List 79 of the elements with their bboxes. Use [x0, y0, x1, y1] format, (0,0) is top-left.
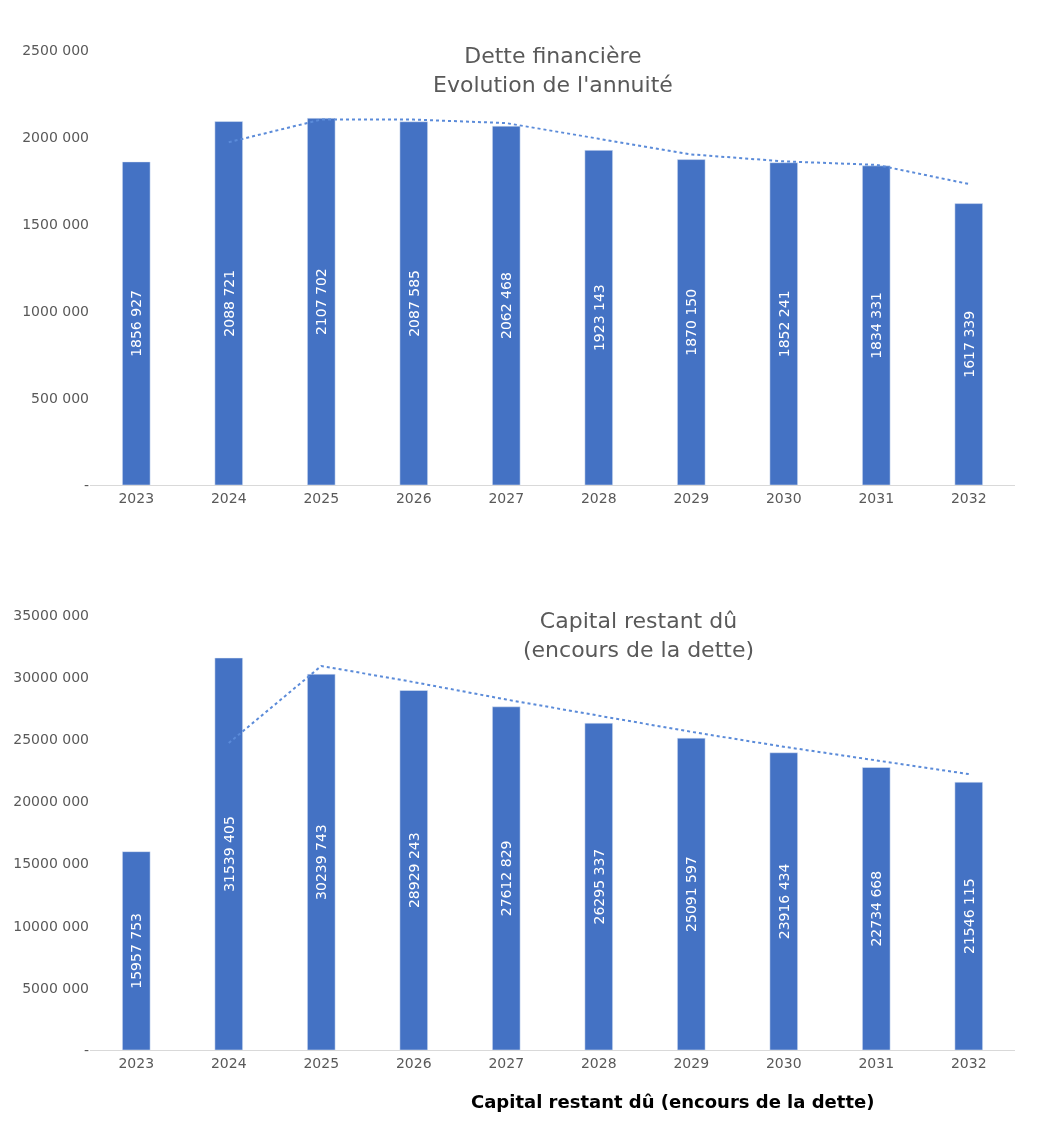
x-tick-label: 2032 — [950, 489, 987, 506]
bar — [862, 767, 891, 1050]
data-label: 1834 331 — [868, 292, 885, 359]
data-label: 2087 585 — [405, 269, 422, 337]
x-tick-label: 2030 — [765, 1054, 802, 1071]
bar — [492, 706, 521, 1050]
x-tick-label: 2031 — [858, 489, 895, 506]
x-tick-label: 2032 — [950, 1054, 987, 1071]
x-tick-label: 2028 — [580, 1054, 617, 1071]
data-label: 21546 115 — [960, 878, 977, 954]
data-label: 1923 143 — [590, 284, 607, 352]
y-tick-label: - — [83, 476, 89, 493]
bar — [214, 657, 243, 1050]
x-tick-label: 2024 — [210, 489, 247, 506]
y-tick-label: 1500 000 — [22, 215, 89, 232]
data-label: 25091 597 — [683, 856, 700, 932]
data-label: 26295 337 — [590, 848, 607, 925]
bar — [214, 121, 243, 485]
y-tick-label: 500 000 — [31, 389, 89, 406]
bar — [122, 851, 151, 1050]
data-label: 30239 743 — [313, 824, 330, 900]
data-label: 1852 241 — [775, 290, 792, 358]
data-label: 1870 150 — [683, 288, 700, 356]
y-tick-label: 35000 000 — [13, 606, 89, 623]
line-series — [227, 118, 970, 185]
bar — [492, 125, 521, 485]
data-label: 28929 243 — [405, 832, 422, 909]
line-series — [227, 664, 970, 776]
data-label: 15957 753 — [128, 912, 145, 989]
bar — [677, 159, 706, 485]
y-tick-label: 25000 000 — [13, 731, 89, 748]
chart-title: Dette financière Evolution de l'annuité — [433, 43, 673, 97]
bar — [954, 203, 983, 485]
chart-title: Capital restant dû (encours de la dette) — [523, 608, 755, 662]
data-label: 2088 721 — [220, 269, 237, 337]
x-tick-label: 2027 — [488, 1054, 525, 1071]
y-tick-label: 1000 000 — [22, 302, 89, 319]
x-tick-label: 2025 — [303, 1054, 340, 1071]
data-label: 1856 927 — [128, 290, 145, 357]
data-label: 31539 405 — [220, 816, 237, 892]
bar — [769, 162, 798, 485]
x-tick-label: 2027 — [488, 489, 525, 506]
bar — [307, 118, 336, 485]
bar — [584, 722, 613, 1050]
bar — [399, 690, 428, 1050]
data-label: 27612 829 — [498, 840, 515, 917]
x-tick-label: 2024 — [210, 1054, 247, 1071]
bar — [307, 673, 336, 1050]
data-label: 23916 434 — [775, 863, 792, 940]
y-tick-label: 15000 000 — [13, 855, 89, 872]
data-label: 2062 468 — [498, 272, 515, 339]
x-tick-label: 2026 — [395, 489, 432, 506]
x-tick-label: 2029 — [673, 489, 710, 506]
text: Capital restant dû (encours de la dette) — [471, 1091, 875, 1112]
bar — [584, 150, 613, 485]
data-label: 22734 668 — [868, 870, 885, 947]
x-tick-label: 2029 — [673, 1054, 710, 1071]
y-tick-label: 10000 000 — [13, 917, 89, 934]
y-tick-label: - — [83, 1041, 89, 1058]
bar — [769, 752, 798, 1050]
bar — [954, 781, 983, 1050]
y-tick-label: 2500 000 — [22, 41, 89, 58]
bar — [677, 737, 706, 1050]
x-tick-label: 2023 — [118, 1054, 155, 1071]
y-tick-label: 2000 000 — [22, 128, 89, 145]
x-tick-label: 2023 — [118, 489, 155, 506]
x-tick-label: 2026 — [395, 1054, 432, 1071]
x-tick-label: 2025 — [303, 489, 340, 506]
y-tick-label: 5000 000 — [22, 979, 89, 996]
x-tick-label: 2030 — [765, 489, 802, 506]
x-tick-label: 2028 — [580, 489, 617, 506]
data-label: 2107 702 — [313, 268, 330, 336]
data-label: 1617 339 — [960, 310, 977, 378]
y-tick-label: 30000 000 — [13, 669, 89, 686]
bar — [399, 121, 428, 485]
bar — [862, 165, 891, 485]
y-tick-label: 20000 000 — [13, 793, 89, 810]
x-tick-label: 2031 — [858, 1054, 895, 1071]
bar — [122, 161, 151, 485]
